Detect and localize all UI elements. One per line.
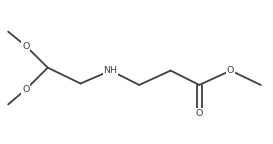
Text: O: O [195,109,203,118]
Text: O: O [22,85,30,94]
Text: NH: NH [103,66,118,75]
Text: O: O [22,42,30,51]
Text: O: O [227,66,235,75]
